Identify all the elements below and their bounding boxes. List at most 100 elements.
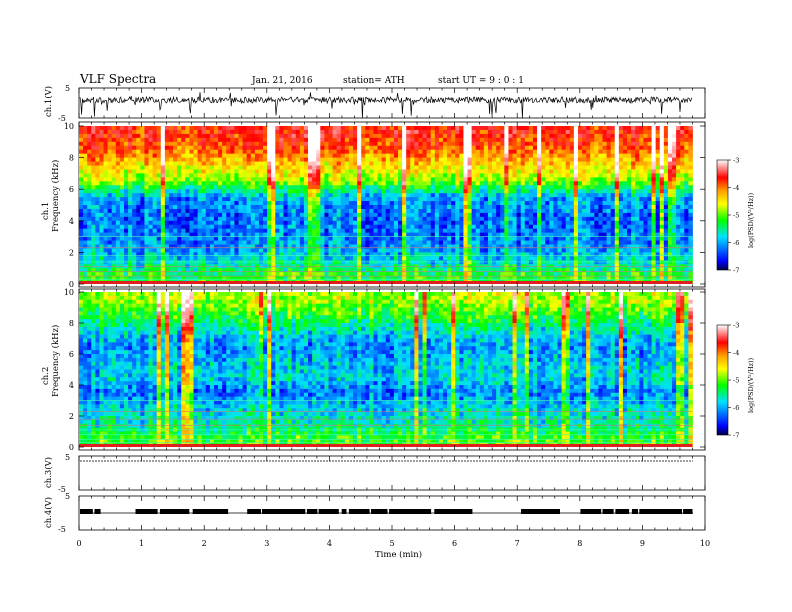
ch1-spec-cell — [377, 260, 383, 265]
ch1-spec-cell — [512, 197, 518, 202]
ch1-spec-cell — [242, 145, 248, 151]
ch1-spec-cell — [95, 208, 100, 214]
ch1-spec-cell — [168, 165, 174, 170]
ch1-spec-cell — [565, 276, 571, 281]
ch1-spec-cell — [512, 133, 518, 139]
ch1-spec-cell — [410, 232, 415, 237]
ch1-spec-cell — [557, 193, 562, 198]
ch1-spec-cell — [267, 212, 272, 218]
ch1-spec-cell — [295, 272, 301, 277]
ch1-spec-cell — [573, 129, 579, 135]
ch1-spec-cell — [504, 205, 509, 210]
ch1-spec-cell — [402, 197, 407, 202]
ch1-spec-cell — [410, 197, 415, 202]
ch1-spec-cell — [418, 137, 423, 143]
ch1-spec-cell — [524, 145, 530, 151]
ch1-spec-cell — [557, 252, 562, 257]
ch1-spec-cell — [83, 248, 88, 253]
ch1-spec-cell — [443, 193, 448, 198]
ch1-spec-cell — [582, 126, 587, 131]
ch1-spec-cell — [91, 276, 96, 281]
ch1-spec-cell — [398, 205, 403, 210]
ch1-spec-cell — [173, 232, 178, 237]
ch1-spec-cell — [373, 216, 378, 222]
ch1-spec-cell — [512, 165, 518, 170]
ch1-spec-cell — [230, 268, 235, 273]
ch1-spec-cell — [479, 256, 485, 261]
ch1-spec-cell — [545, 189, 550, 194]
ch1-spec-cell — [487, 205, 493, 210]
ch1-spec-cell — [107, 240, 113, 245]
ch1-spec-cell — [361, 224, 366, 230]
ch1-spec-cell — [115, 240, 121, 245]
ch1-spec-cell — [107, 212, 113, 218]
ch1-spec-cell — [79, 268, 84, 273]
ch1-spec-cell — [373, 260, 378, 265]
ch1-spec-cell — [328, 248, 333, 253]
ch1-spec-cell — [545, 256, 550, 261]
ch1-spec-cell — [299, 201, 305, 206]
ch1-spec-cell — [545, 220, 550, 226]
ch1-spec-cell — [582, 193, 587, 198]
ch1-spec-cell — [324, 169, 329, 174]
ch1-spec-cell — [545, 165, 550, 170]
ch1-spec-cell — [287, 177, 293, 182]
ch1-spec-cell — [148, 244, 154, 249]
ch1-spec-cell — [487, 220, 493, 226]
ch1-spec-cell — [299, 161, 305, 166]
ch1-spec-cell — [91, 149, 96, 155]
ch1-spec-cell — [553, 165, 558, 170]
ch1-spec-cell — [422, 201, 428, 206]
ch1-spec-cell — [504, 181, 509, 186]
ch1-spec-cell — [279, 244, 284, 249]
ch1-spec-cell — [475, 126, 481, 131]
ch1-spec-cell — [336, 244, 342, 249]
ch1-spec-cell — [516, 201, 522, 206]
ch1-spec-cell — [344, 216, 350, 222]
ch1-spec-cell — [123, 248, 129, 253]
ch1-spec-cell — [123, 169, 129, 174]
ch1-spec-cell — [222, 220, 227, 226]
ch1-spec-cell — [344, 181, 350, 186]
ch1-spec-cell — [197, 236, 203, 241]
ch1-spec-cell — [496, 236, 501, 241]
ch1-spec-cell — [438, 181, 444, 186]
ch1-spec-cell — [336, 165, 342, 170]
ch1-spec-cell — [447, 181, 452, 186]
ch1-spec-cell — [365, 244, 370, 249]
ch1-spec-cell — [164, 201, 170, 206]
ch1-spec-cell — [463, 149, 468, 155]
ch1-spec-cell — [152, 137, 158, 143]
ch1-spec-cell — [537, 149, 542, 155]
ch1-spec-cell — [205, 252, 211, 257]
ch1-spec-cell — [144, 205, 149, 210]
ch1-spec-cell — [258, 189, 264, 194]
ch1-spec-cell — [320, 208, 325, 214]
ch1-spec-cell — [471, 268, 477, 273]
ch1-spec-cell — [95, 220, 100, 226]
ch1-spec-cell — [565, 129, 571, 135]
ch1-spec-cell — [516, 169, 522, 174]
ch1-spec-cell — [320, 205, 325, 210]
ch1-spec-cell — [459, 220, 464, 226]
ch1-spec-cell — [565, 189, 571, 194]
ch1-spec-cell — [95, 137, 100, 143]
ch1-spec-cell — [557, 181, 562, 186]
ch1-spec-cell — [324, 220, 329, 226]
ch1-spec-cell — [332, 232, 338, 237]
ch1-spec-cell — [348, 173, 354, 178]
ch1-spec-cell — [561, 173, 567, 178]
ch1-spec-cell — [381, 153, 387, 158]
ch1-spec-cell — [455, 181, 460, 186]
ch1-spec-cell — [586, 208, 591, 214]
ch1-spec-cell — [156, 208, 162, 214]
ch1-spec-cell — [99, 129, 104, 135]
ch1-spec-cell — [545, 157, 550, 162]
ch1-spec-cell — [287, 165, 293, 170]
ch1-spec-cell — [430, 216, 436, 222]
ch1-spec-cell — [205, 173, 211, 178]
ch1-spec-cell — [287, 216, 293, 222]
ch1-spec-cell — [528, 201, 534, 206]
ch1-spec-cell — [181, 240, 186, 245]
ch1-spec-cell — [430, 153, 436, 158]
